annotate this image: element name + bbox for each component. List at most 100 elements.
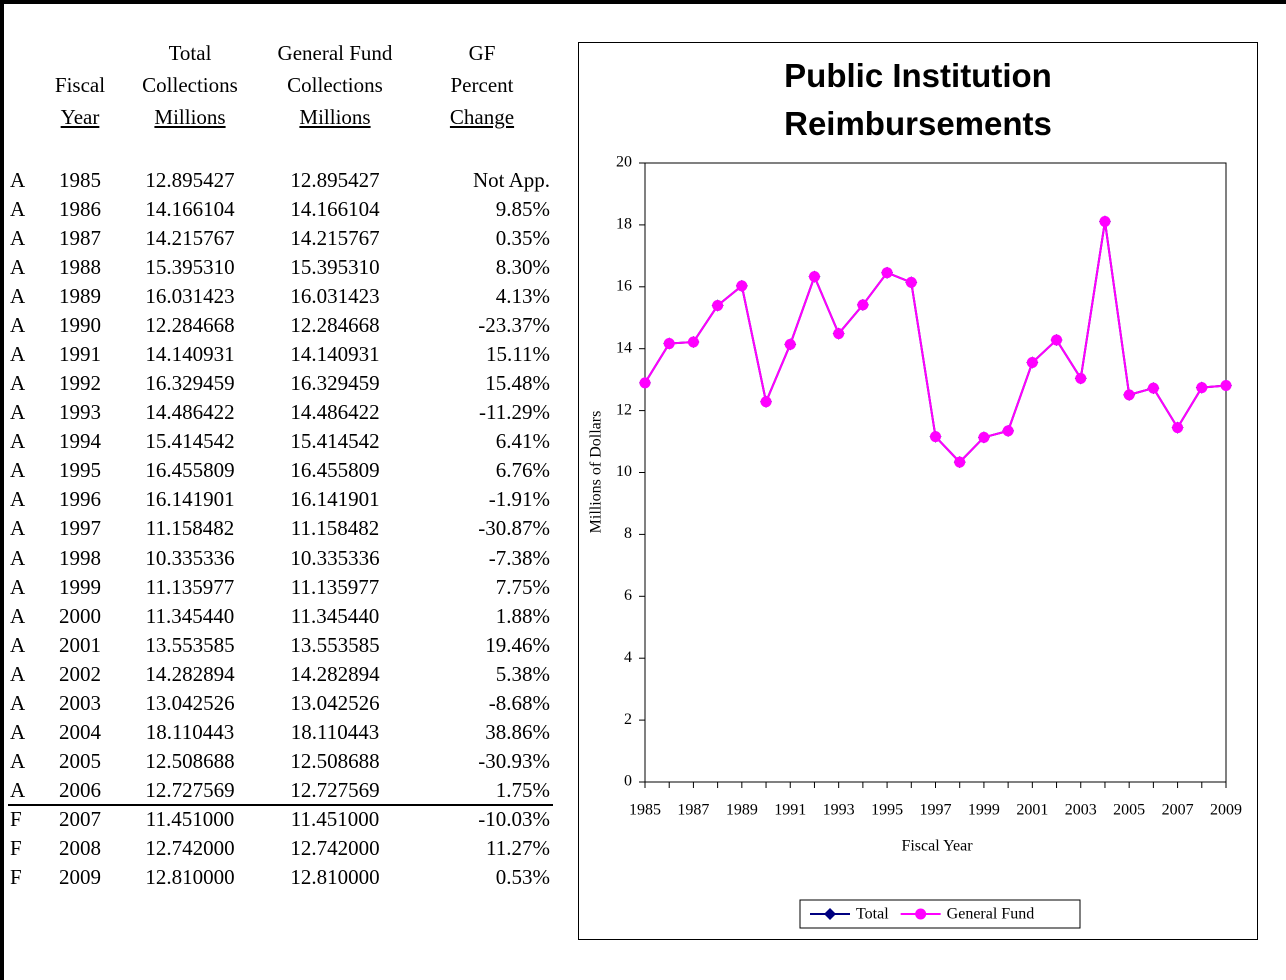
percent-cell: 38.86% [485, 719, 550, 744]
total-cell: 18.110443 [145, 719, 235, 744]
data-point [1099, 215, 1111, 227]
status-cell: A [10, 400, 26, 425]
percent-cell: -30.87% [478, 516, 550, 541]
gf-cell: 14.282894 [290, 661, 380, 686]
column-header: General Fund [277, 41, 393, 65]
status-cell: F [10, 835, 22, 860]
year-cell: 2006 [59, 777, 101, 802]
column-header: Collections [142, 73, 238, 97]
year-cell: 1985 [59, 168, 101, 192]
percent-cell: 6.41% [495, 429, 550, 454]
percent-cell: 1.88% [495, 603, 550, 628]
gf-cell: 15.414542 [290, 429, 380, 454]
y-tick-label: 4 [624, 649, 632, 666]
x-tick-label: 2003 [1065, 802, 1097, 819]
column-header: Year [60, 105, 100, 129]
total-cell: 11.135977 [145, 574, 235, 599]
gf-cell: 14.215767 [290, 226, 380, 251]
percent-cell: 9.85% [495, 197, 550, 222]
year-cell: 2000 [59, 603, 101, 628]
year-cell: 2008 [59, 835, 101, 860]
percent-cell: 11.27% [486, 835, 550, 860]
x-axis-label: Fiscal Year [901, 838, 973, 855]
status-cell: A [10, 777, 26, 802]
y-tick-label: 6 [624, 587, 632, 604]
gf-cell: 11.158482 [290, 516, 380, 541]
status-cell: A [10, 429, 26, 454]
percent-cell: 0.53% [495, 864, 550, 889]
year-cell: 1990 [59, 313, 101, 338]
status-cell: A [10, 632, 26, 657]
y-tick-label: 10 [616, 463, 632, 480]
gf-cell: 12.895427 [290, 168, 380, 192]
percent-cell: Not App. [472, 168, 550, 192]
data-point [760, 396, 772, 408]
column-header: GF [468, 41, 496, 65]
data-point [784, 338, 796, 350]
status-cell: A [10, 255, 26, 280]
year-cell: 1993 [59, 400, 101, 425]
percent-cell: 6.76% [495, 458, 550, 483]
year-cell: 1997 [59, 516, 101, 541]
total-cell: 11.158482 [145, 516, 235, 541]
y-tick-label: 8 [624, 525, 632, 542]
data-point [954, 456, 966, 468]
series-line [644, 221, 1227, 464]
total-cell: 13.553585 [145, 632, 235, 657]
data-point [930, 431, 941, 443]
status-cell: A [10, 197, 26, 222]
percent-cell: 15.11% [486, 342, 550, 367]
data-point [857, 299, 869, 311]
percent-cell: -11.29% [479, 400, 550, 425]
data-point [1123, 389, 1135, 401]
legend-label: Total [856, 906, 889, 923]
series-line [644, 221, 1227, 464]
percent-cell: -10.03% [478, 806, 550, 831]
total-cell: 11.345440 [145, 603, 235, 628]
gf-cell: 11.345440 [290, 603, 380, 628]
status-cell: A [10, 719, 26, 744]
gf-cell: 16.329459 [290, 371, 380, 396]
percent-cell: -8.68% [488, 690, 550, 715]
total-cell: 15.395310 [145, 255, 235, 280]
status-cell: A [10, 516, 26, 541]
chart-area [578, 42, 1258, 940]
total-cell: 12.742000 [145, 835, 235, 860]
gf-cell: 14.486422 [290, 400, 380, 425]
data-point [1147, 382, 1159, 394]
total-cell: 15.414542 [145, 429, 235, 454]
data-point [736, 280, 748, 292]
column-header: Millions [154, 105, 226, 129]
gf-cell: 16.141901 [290, 487, 380, 512]
column-header: Percent [450, 73, 514, 97]
data-point [687, 336, 699, 348]
y-tick-label: 18 [616, 216, 632, 233]
gf-cell: 16.455809 [290, 458, 380, 483]
data-point [905, 276, 917, 288]
gf-cell: 13.042526 [290, 690, 380, 715]
y-tick-label: 14 [616, 339, 632, 356]
total-cell: 14.486422 [145, 400, 235, 425]
year-cell: 1986 [59, 197, 101, 222]
year-cell: 1998 [59, 545, 101, 570]
year-cell: 1988 [59, 255, 101, 280]
gf-cell: 14.140931 [290, 342, 380, 367]
percent-cell: -30.93% [478, 748, 550, 773]
x-tick-label: 2001 [1016, 802, 1048, 819]
year-cell: 1992 [59, 371, 101, 396]
gf-cell: 12.742000 [290, 835, 380, 860]
year-cell: 1995 [59, 458, 101, 483]
x-tick-label: 1989 [726, 802, 758, 819]
x-tick-label: 2007 [1162, 802, 1194, 819]
data-point [1196, 382, 1208, 394]
total-cell: 16.329459 [145, 371, 235, 396]
status-cell: F [10, 806, 22, 831]
total-cell: 16.141901 [145, 487, 235, 512]
year-cell: 2009 [59, 864, 101, 889]
total-cell: 12.284668 [145, 313, 235, 338]
gf-cell: 12.810000 [290, 864, 380, 889]
percent-cell: 8.30% [495, 255, 550, 280]
status-cell: A [10, 458, 26, 483]
legend-marker [824, 908, 836, 920]
year-cell: 2005 [59, 748, 101, 773]
